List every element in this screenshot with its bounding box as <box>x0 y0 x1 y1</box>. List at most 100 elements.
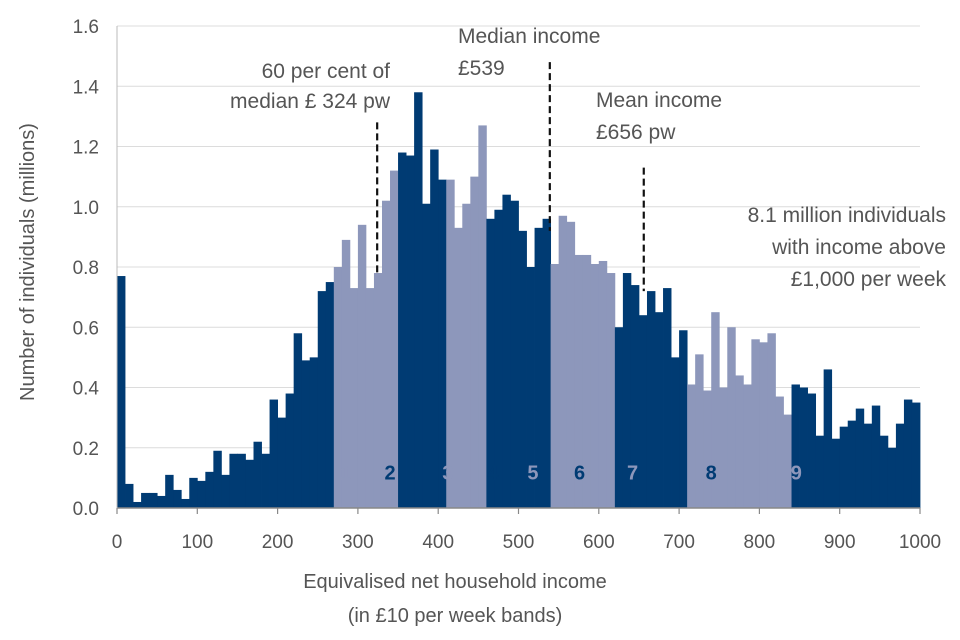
bar <box>341 239 351 508</box>
bar <box>470 176 479 508</box>
bar <box>149 492 158 508</box>
bar <box>478 125 487 508</box>
bar <box>655 312 664 508</box>
annotation-median-line: £539 <box>458 57 505 80</box>
bar <box>863 423 873 508</box>
bar <box>823 369 833 508</box>
decile-label: 4 <box>487 462 499 484</box>
bar <box>349 288 359 508</box>
bar <box>189 477 198 508</box>
decile-label: 6 <box>574 462 585 484</box>
bar <box>526 267 535 508</box>
bar <box>550 263 560 508</box>
y-axis-title: Number of individuals (millions) <box>17 123 39 401</box>
bar <box>205 471 214 508</box>
bar <box>687 384 696 508</box>
x-axis: 0 100 200 300 400 500 600 700 800 900 1000 <box>112 26 941 553</box>
bar <box>566 221 576 508</box>
annotation-above-line: 8.1 million individuals <box>748 204 946 227</box>
y-tick-label: 1.0 <box>73 198 99 219</box>
bar <box>663 288 672 508</box>
bar <box>398 152 407 508</box>
y-tick-label: 0.4 <box>73 379 100 400</box>
bar <box>269 399 278 508</box>
bar <box>157 495 166 508</box>
bar <box>181 498 190 508</box>
histogram-bars <box>117 92 921 509</box>
y-tick-label: 0.6 <box>73 318 99 339</box>
bar <box>558 215 568 508</box>
bar <box>357 224 367 508</box>
bar <box>903 399 913 508</box>
x-tick-label: 500 <box>503 532 535 553</box>
y-axis: 0.0 0.2 0.4 0.6 0.8 1.0 1.2 1.4 1.6 <box>73 17 100 520</box>
bar <box>253 441 262 508</box>
bar <box>759 342 768 508</box>
bar <box>799 387 808 508</box>
annotation-mean-line: £656 pw <box>596 121 676 144</box>
bar <box>301 360 311 508</box>
bar <box>775 396 784 508</box>
x-tick-label: 900 <box>824 532 856 553</box>
bar <box>879 435 889 508</box>
annotation-mean-line: Mean income <box>596 89 722 112</box>
bar <box>671 357 680 508</box>
bar <box>791 384 800 508</box>
y-tick-label: 0.2 <box>73 439 99 460</box>
annotation-sixty-line: median £ 324 pw <box>230 90 391 113</box>
bar <box>197 480 206 508</box>
bar <box>807 393 817 508</box>
bar <box>454 227 463 508</box>
y-tick-label: 0.0 <box>73 499 99 520</box>
x-tick-label: 200 <box>262 532 294 553</box>
bar <box>213 450 222 508</box>
bar <box>365 288 375 508</box>
bar <box>630 285 640 508</box>
bar <box>221 474 230 508</box>
y-tick-label: 1.2 <box>73 138 99 159</box>
bar <box>887 447 897 508</box>
bar <box>406 155 415 508</box>
bar <box>510 200 519 508</box>
bar <box>277 417 287 508</box>
annotation-above-line: with income above <box>771 236 946 259</box>
bar <box>598 260 608 508</box>
x-tick-label: 0 <box>112 532 123 553</box>
bar <box>839 426 849 508</box>
bar <box>679 330 688 508</box>
bar <box>325 282 335 508</box>
bar <box>638 315 648 508</box>
bar <box>606 273 616 508</box>
x-tick-label: 100 <box>181 532 213 553</box>
bar <box>815 435 825 508</box>
y-tick-label: 0.8 <box>73 258 99 279</box>
bar <box>767 333 776 508</box>
bar <box>117 276 126 508</box>
bar <box>373 273 383 508</box>
bar <box>847 420 857 508</box>
bar <box>871 405 881 508</box>
bar <box>133 501 142 508</box>
bar <box>390 170 399 508</box>
bar <box>165 474 174 508</box>
bar <box>309 357 319 508</box>
bar <box>646 291 656 508</box>
bar <box>125 483 134 508</box>
bar <box>237 453 246 508</box>
bar <box>381 200 391 508</box>
annotations: 60 per cent of median £ 324 pw Median inco… <box>230 25 947 292</box>
annotation-sixty-line: 60 per cent of <box>262 60 391 83</box>
bar <box>695 354 704 508</box>
bar <box>614 327 624 508</box>
x-axis-title-line1: Equivalised net household income <box>303 571 607 593</box>
bar <box>743 384 752 508</box>
bar <box>293 333 303 508</box>
annotation-above-line: £1,000 per week <box>791 268 947 291</box>
bar <box>494 209 503 508</box>
bar <box>590 263 600 508</box>
bar <box>414 92 423 509</box>
decile-labels: 1 2 3 4 5 6 7 8 9 <box>340 462 802 484</box>
decile-label: 1 <box>340 462 351 484</box>
bar <box>317 291 327 508</box>
